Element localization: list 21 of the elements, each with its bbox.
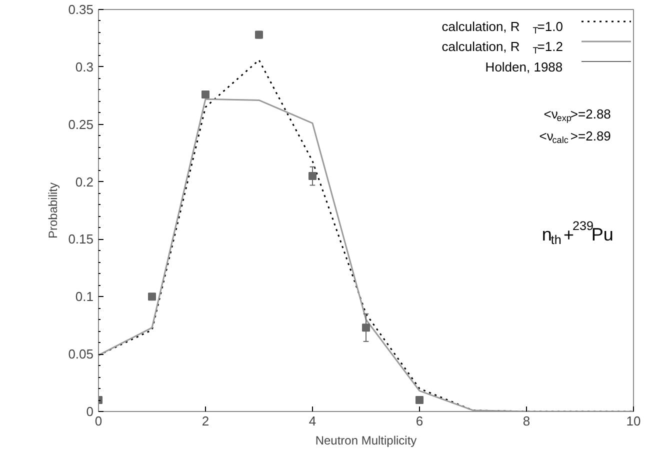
point [202,90,210,98]
x-tick-label: 2 [202,414,210,428]
y-tick-label: 0.2 [75,174,94,190]
point [308,172,316,180]
y-tick-label: 0.05 [68,346,94,362]
point [362,324,370,332]
x-tick-label: 10 [626,414,641,428]
legend-label: Holden, 1988 [485,60,563,75]
y-tick-label: 0.35 [68,2,94,17]
y-tick-label: 0.1 [75,289,94,304]
x-tick-label: 4 [308,414,316,428]
x-tick-label: 8 [522,414,530,428]
x-tick-label: 6 [416,414,424,428]
y-tick-label: 0.3 [75,59,94,74]
point [148,292,156,301]
x-axis-title: Neutron Multiplicity [315,434,417,448]
point [416,396,424,404]
y-tick-label: 0.15 [68,232,94,247]
y-axis-title: Probability [46,182,60,239]
y-tick-label: 0.25 [68,116,94,132]
y-tick-label: 0 [86,404,94,419]
